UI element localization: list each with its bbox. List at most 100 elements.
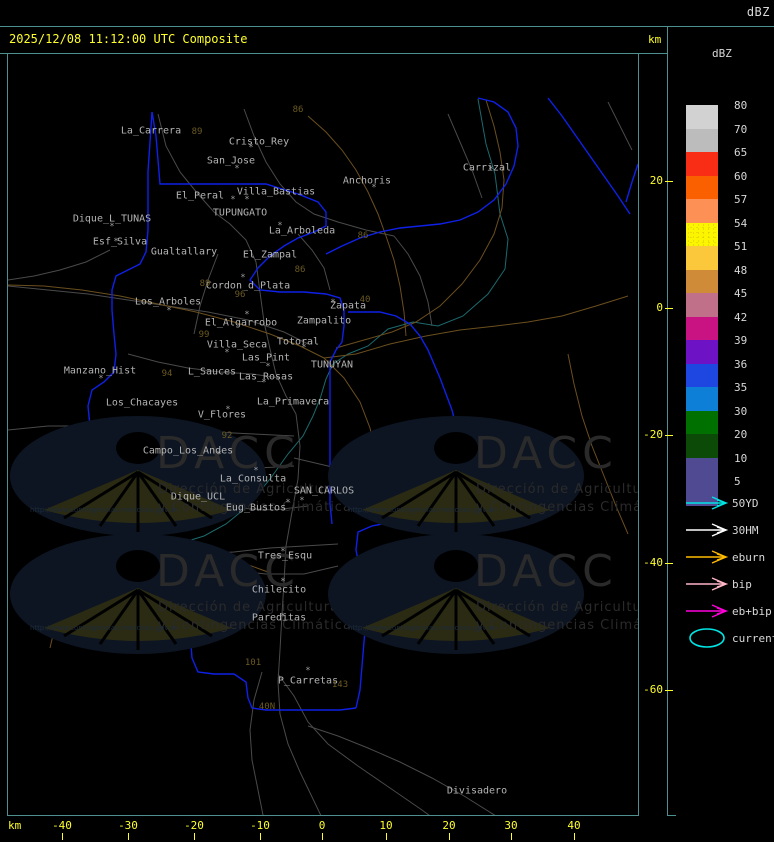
city-label: La_Carrera [120, 125, 182, 137]
city-label: El_Zampal [242, 249, 298, 261]
colorbar-band[interactable] [686, 222, 718, 247]
colorbar-band[interactable] [686, 340, 718, 365]
route-number-label: 86 [292, 105, 304, 115]
colorbar-value-label: 80 [734, 99, 748, 112]
colorbar-band[interactable] [686, 387, 718, 412]
colorbar-band[interactable] [686, 128, 718, 153]
x-axis-tick [449, 833, 450, 840]
colorbar-band[interactable] [686, 269, 718, 294]
marker-legend-label: bip [732, 578, 752, 591]
route-number-label: 89 [191, 127, 203, 137]
x-axis-tick [62, 833, 63, 840]
x-axis-tick [386, 833, 387, 840]
colorbar-value-label: 42 [734, 310, 748, 324]
colorbar-band[interactable] [686, 481, 718, 506]
arrow-icon [684, 490, 730, 517]
colorbar-band[interactable] [686, 363, 718, 388]
marker-legend-row[interactable]: bip [684, 571, 774, 598]
x-axis-tick [194, 833, 195, 840]
city-label: SAN_CARLOS [293, 485, 355, 497]
city-label: Los_Chacayes [105, 397, 179, 409]
marker-legend-row[interactable]: 50YD [684, 490, 774, 517]
colorbar-band[interactable] [686, 199, 718, 224]
colorbar-band[interactable] [686, 105, 718, 130]
colorbar-value-label: 57 [734, 193, 748, 207]
marker-legend-row[interactable]: current [684, 625, 774, 652]
city-label: Carrizal [462, 162, 512, 174]
city-label: Cristo_Rey [228, 136, 290, 148]
ellipse-icon [684, 625, 730, 652]
radar-map-canvas[interactable]: DACC Dirección de Agricultura y Continge… [8, 54, 638, 815]
city-marker-star-icon: * [277, 221, 283, 231]
colorbar-title: dBZ [712, 47, 732, 60]
colorbar-band[interactable] [686, 410, 718, 435]
city-marker-star-icon: * [261, 378, 267, 388]
marker-legend-row[interactable]: eburn [684, 544, 774, 571]
colorbar-value-label: 36 [734, 357, 748, 371]
colorbar-band[interactable] [686, 246, 718, 271]
city-marker-star-icon: * [98, 374, 104, 384]
colorbar-band[interactable] [686, 316, 718, 341]
city-label: Pareditas [251, 612, 307, 624]
city-marker-star-icon: * [269, 253, 275, 263]
city-label: Dique_UCL [170, 491, 226, 503]
x-axis-tick-label: -40 [52, 819, 72, 832]
marker-legend-row[interactable]: 30HM [684, 517, 774, 544]
city-label: Gualtallary [150, 246, 218, 258]
x-axis-tick-label: 30 [504, 819, 518, 832]
colorbar-band[interactable] [686, 434, 718, 459]
city-label: Esf_Silva [92, 236, 148, 248]
colorbar-value-label: 35 [734, 381, 748, 395]
colorbar-value-label: 30 [734, 404, 748, 418]
colorbar-band[interactable] [686, 457, 718, 483]
x-axis-tick [574, 833, 575, 840]
city-marker-star-icon: * [299, 496, 305, 506]
arrow-icon [684, 544, 730, 571]
x-axis-tick-label: -20 [184, 819, 204, 832]
dbz-colorbar[interactable]: 80 70 65 60 57 54 51 48 45 42 39 36 35 30 20 10 5 [686, 99, 747, 506]
city-marker-star-icon: * [265, 362, 271, 372]
arrow-icon [684, 571, 730, 598]
colorbar-value-label: 54 [734, 216, 748, 230]
y-axis-tick-label: -60 [643, 683, 663, 696]
colorbar-value-label: 65 [734, 146, 748, 160]
city-label: Las_Pint [241, 352, 291, 364]
city-label: Eug_Bustos [225, 502, 287, 514]
route-number-label: 92 [221, 431, 233, 441]
city-marker-star-icon: * [253, 466, 259, 476]
city-marker-star-icon: * [166, 306, 172, 316]
colorbar-band[interactable] [686, 152, 718, 177]
city-marker-star-icon: * [224, 348, 230, 358]
marker-legend-row[interactable]: eb+bip [684, 598, 774, 625]
city-label: Villa_Bastias [236, 186, 316, 198]
colorbar-band[interactable] [686, 175, 718, 200]
route-number-label: 143 [331, 680, 349, 690]
y-axis-tick-label: 20 [649, 174, 663, 187]
x-axis-tick-label: 0 [318, 819, 326, 832]
colorbar-value-label: 39 [734, 334, 748, 348]
city-marker-star-icon: * [280, 612, 286, 622]
x-axis-tick [260, 833, 261, 840]
city-label: Tres_Esqu [257, 550, 313, 562]
title-divider-top [0, 26, 774, 27]
colorbar-band[interactable] [686, 293, 718, 318]
route-number-label: 86 [294, 265, 306, 275]
city-marker-star-icon: * [230, 195, 236, 205]
route-number-label: 86 [357, 231, 369, 241]
city-marker-star-icon: * [488, 165, 494, 175]
city-marker-star-icon: * [371, 183, 377, 193]
city-label: P_Carretas [277, 675, 339, 687]
y-axis: 20 0 -20 -40 -60 [639, 54, 673, 815]
x-axis-tick-label: 10 [379, 819, 393, 832]
city-label-layer: La_Carrera * Cristo_Rey * San_Jose * Anchoris *… [8, 54, 638, 815]
city-label: Zapata [329, 300, 367, 312]
city-label: Cordon_d_Plata [205, 280, 291, 292]
colorbar-speckle-texture [686, 222, 718, 247]
panel-divider-vertical [667, 26, 668, 816]
city-marker-star-icon: * [305, 666, 311, 676]
city-label: Anchoris [342, 175, 392, 187]
x-axis: km -40 -30 -20 -10 0 10 20 30 40 [0, 816, 668, 842]
x-axis-unit-label: km [8, 819, 22, 832]
x-axis-tick [128, 833, 129, 840]
city-label: Zampalito [296, 315, 352, 327]
